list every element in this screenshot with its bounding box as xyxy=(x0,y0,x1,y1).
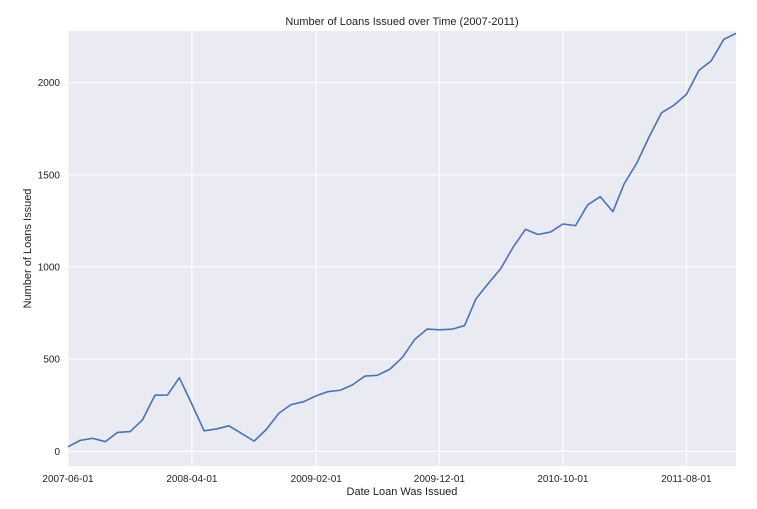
y-tick-label: 1000 xyxy=(38,262,61,273)
x-tick-label: 2007-06-01 xyxy=(42,474,94,485)
y-tick-labels: 0 500 1000 1500 2000 xyxy=(38,78,61,458)
y-tick-label: 1500 xyxy=(38,170,61,181)
plot-background xyxy=(68,31,736,466)
y-axis-title: Number of Loans Issued xyxy=(22,189,34,309)
y-tick-label: 500 xyxy=(43,355,60,366)
chart-title: Number of Loans Issued over Time (2007-2… xyxy=(285,16,518,28)
x-axis-title: Date Loan Was Issued xyxy=(347,486,458,498)
y-tick-label: 0 xyxy=(54,447,60,458)
series-line xyxy=(67,32,737,448)
x-tick-label: 2009-12-01 xyxy=(414,474,466,485)
x-tick-labels: 2007-06-01 2008-04-01 2009-02-01 2009-12-01… xyxy=(42,474,712,485)
grid-lines xyxy=(67,31,736,466)
x-tick-label: 2008-04-01 xyxy=(166,474,218,485)
y-tick-label: 2000 xyxy=(38,78,61,89)
x-tick-label: 2011-08-01 xyxy=(661,474,712,485)
series-group xyxy=(67,32,737,448)
x-tick-label: 2009-02-01 xyxy=(291,474,343,485)
x-tick-label: 2010-10-01 xyxy=(537,474,589,485)
